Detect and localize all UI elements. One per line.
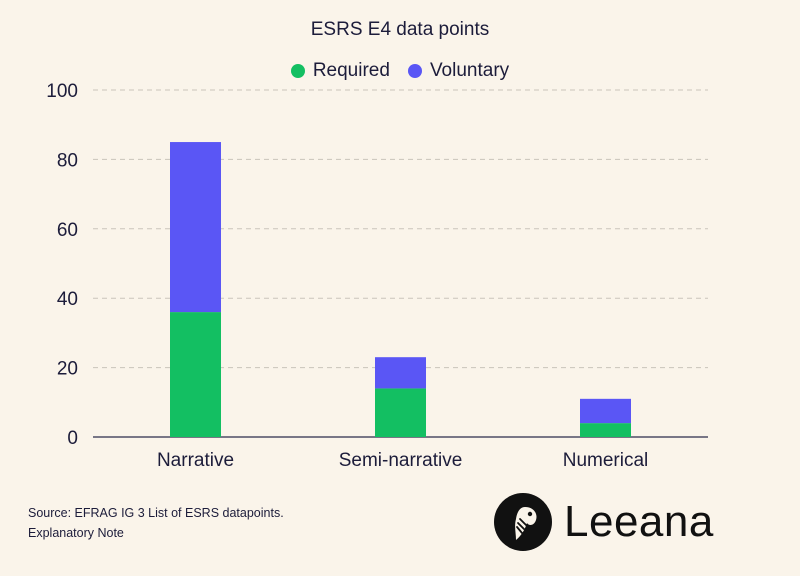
parrot-logo-icon	[494, 493, 552, 551]
legend-swatch-required	[290, 64, 305, 78]
bar-voluntary-numerical	[580, 398, 631, 424]
source-line-2: Explanatory Note	[28, 526, 124, 540]
y-tick-label: 80	[57, 150, 78, 171]
legend-label-required: Required	[312, 60, 390, 81]
y-tick-label: 40	[57, 289, 78, 310]
x-tick-label: Narrative	[157, 450, 234, 471]
bar-required-numerical	[580, 423, 631, 437]
source-note: Source: EFRAG IG 3 List of ESRS datapoin…	[28, 503, 284, 543]
legend-swatch-voluntary	[407, 64, 422, 78]
chart-legend: Required Voluntary	[0, 60, 800, 82]
bar-required-narrative	[170, 312, 221, 437]
y-tick-label: 20	[57, 359, 78, 380]
y-tick-label: 100	[46, 81, 78, 102]
x-tick-label: Numerical	[563, 450, 649, 471]
source-line-1: Source: EFRAG IG 3 List of ESRS datapoin…	[28, 506, 284, 520]
legend-label-voluntary: Voluntary	[429, 60, 510, 81]
x-tick-label: Semi-narrative	[339, 450, 463, 471]
legend-item-required: Required	[290, 60, 390, 82]
bar-voluntary-semi-narrative	[375, 357, 426, 389]
bar-voluntary-narrative	[170, 142, 221, 313]
brand-logo-lockup: Leeana	[494, 490, 714, 554]
y-tick-label: 60	[57, 220, 78, 241]
brand-name: Leeana	[564, 497, 714, 546]
bar-required-semi-narrative	[375, 388, 426, 437]
chart-title: ESRS E4 data points	[310, 19, 490, 40]
legend-item-voluntary: Voluntary	[407, 60, 510, 82]
y-tick-label: 0	[67, 428, 78, 449]
